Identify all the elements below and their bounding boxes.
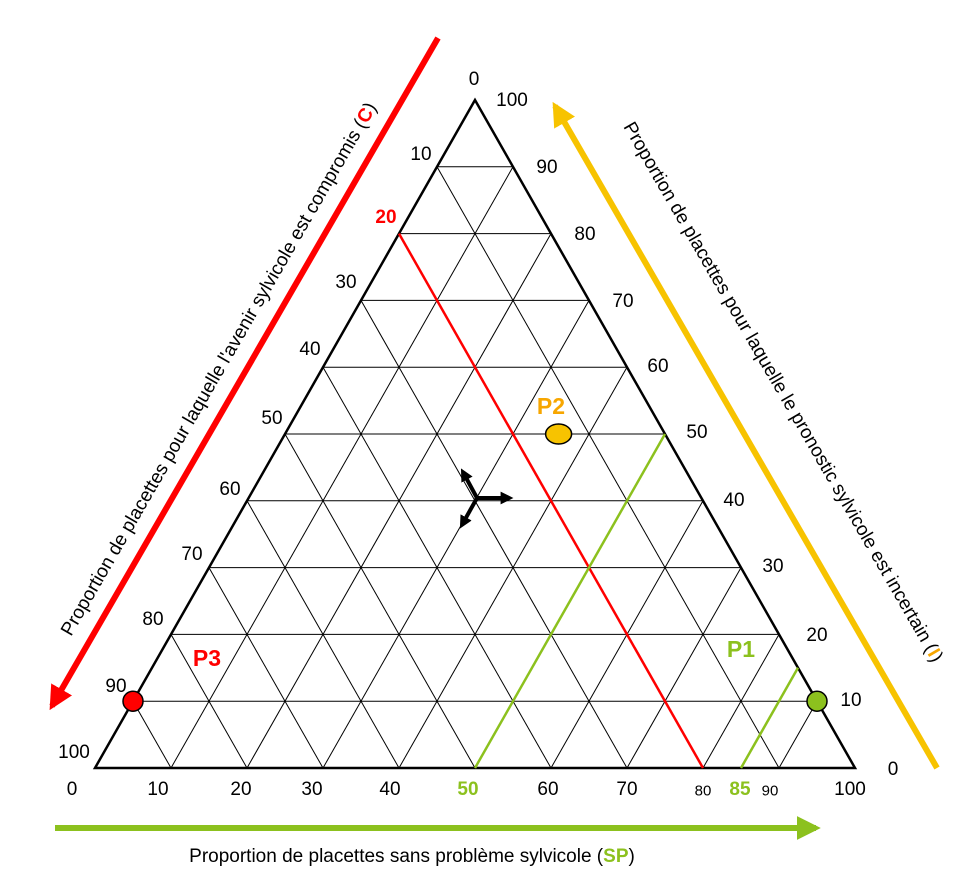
threshold-line-sp-low: [473, 433, 667, 769]
sp-tick-80: 80: [695, 782, 712, 799]
point-label-p3: P3: [193, 645, 221, 671]
i-tick-60: 60: [647, 356, 668, 377]
sp-tick-100: 100: [834, 779, 866, 800]
c-tick-20: 20: [375, 207, 396, 228]
sp-tick-20: 20: [230, 779, 251, 800]
i-tick-90: 90: [536, 157, 557, 178]
sp-tick-85: 85: [729, 779, 751, 800]
grid-line-sp: [322, 300, 590, 769]
i-tick-30: 30: [762, 556, 783, 577]
c-tick-0: 0: [469, 69, 480, 90]
point-p1: [806, 690, 828, 712]
i-tick-80: 80: [574, 224, 595, 245]
grid-line-c: [284, 433, 476, 769]
point-p3: [122, 690, 144, 712]
sp-tick-60: 60: [537, 779, 558, 800]
data-points: [122, 423, 828, 712]
grid-line-sp: [778, 700, 818, 769]
grid-line-c: [360, 300, 628, 769]
grid-line-c: [208, 567, 324, 769]
c-axis-arrow: [49, 36, 441, 711]
i-tick-10: 10: [840, 690, 861, 711]
sp-axis-title: Proportion de placettes sans problème sy…: [189, 846, 635, 867]
sp-tick-40: 40: [379, 779, 400, 800]
i-tick-70: 70: [612, 291, 633, 312]
c-tick-labels: 0 10 20 30 40 50 60 70 80 90 100: [58, 69, 479, 763]
i-tick-100: 100: [496, 90, 528, 111]
c-tick-10: 10: [410, 144, 431, 165]
i-tick-0: 0: [888, 759, 899, 780]
sp-tick-10: 10: [147, 779, 168, 800]
triangle-grid: [132, 166, 818, 769]
point-label-p2: P2: [537, 393, 565, 419]
sp-tick-labels: 0 10 20 30 40 50 60 70 80 85 90 100: [67, 779, 866, 800]
c-tick-50: 50: [261, 408, 282, 429]
sp-tick-70: 70: [616, 779, 637, 800]
grid-line-c: [436, 166, 780, 769]
grid-line-c: [132, 700, 172, 769]
sp-tick-90: 90: [762, 782, 779, 799]
sp-tick-0: 0: [67, 779, 78, 800]
sp-tick-30: 30: [301, 779, 322, 800]
c-tick-40: 40: [299, 339, 320, 360]
grid-line-sp: [170, 166, 514, 769]
c-tick-60: 60: [219, 479, 240, 500]
c-axis-title: Proportion de placettes pour laquelle l'…: [57, 99, 381, 639]
grid-line-sp: [626, 567, 742, 769]
threshold-line-c: [397, 232, 705, 769]
i-tick-20: 20: [806, 625, 827, 646]
c-tick-90: 90: [105, 676, 126, 697]
threshold-line-sp-high: [739, 667, 800, 769]
c-tick-30: 30: [335, 272, 356, 293]
point-p2: [544, 423, 573, 445]
three-way-arrows-icon: [459, 468, 514, 529]
point-label-p1: P1: [727, 636, 755, 662]
c-tick-100: 100: [58, 742, 90, 763]
i-tick-labels: 100 90 80 70 60 50 40 30 20 10 0: [496, 90, 898, 780]
i-tick-40: 40: [723, 490, 744, 511]
i-axis-arrow: [552, 101, 940, 770]
c-tick-80: 80: [142, 609, 163, 630]
i-tick-50: 50: [686, 422, 707, 443]
i-axis-title: Proportion de placettes pour laquelle le…: [619, 119, 947, 666]
c-tick-70: 70: [181, 544, 202, 565]
sp-tick-50: 50: [457, 779, 478, 800]
